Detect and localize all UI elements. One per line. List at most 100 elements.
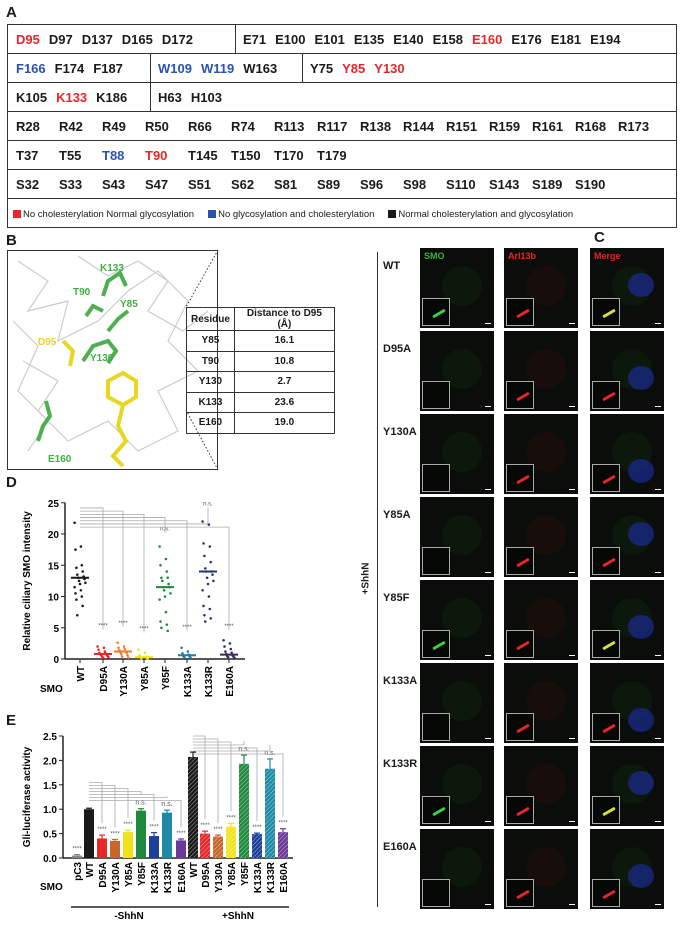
cilium [602,391,616,402]
residue-table: D95 D97 D137 D165 D172 E71 E100 E101 E135 E140 E15… [7,24,677,228]
label-e160: E160 [48,454,72,465]
micrograph [420,497,494,577]
e160-stick [36,400,53,442]
luciferase-chart: 0.0 0.5 1.0 1.5 2.0 2.5 Gli-luciferase activit… [22,732,293,922]
data-point [202,604,205,608]
data-point [208,607,212,611]
x-tick-label: D95A [99,666,110,692]
x-tick-label: Y130A [214,862,225,893]
residue: S32 [16,176,40,192]
table-row: F166 F174 F187 W109 W119 W163 Y75 Y85 Y130 [8,54,676,83]
data-point [81,604,84,608]
residue-cell: K133 [186,391,235,413]
y-tick-label: 0 [53,655,59,666]
backbone-trace [17,260,200,452]
significance-label: **** [139,627,149,633]
nucleus [628,273,654,297]
inset-zoom [422,381,450,409]
data-point [76,573,79,576]
data-point [164,557,168,561]
data-point [205,576,209,580]
bar-hatch [239,763,249,858]
scale-bar [569,655,575,656]
y-tick-label: 2.5 [43,732,57,743]
residue: R113 [274,118,305,134]
micrograph [420,746,494,826]
residue-cell: F166 F174 F187 [16,54,132,82]
micrograph [420,331,494,411]
label-k133: K133 [100,263,124,274]
data-point [161,579,164,583]
residue: E160 [472,31,503,47]
residue: T145 [188,147,218,163]
residue-cell: Y85 [186,330,235,352]
bar [97,838,107,858]
residue: F166 [16,60,46,76]
significance-label: **** [149,825,159,831]
residue: F174 [54,60,85,76]
data-point [169,592,172,595]
significance-bracket [193,741,245,746]
significance-label: n.s. [264,750,275,757]
label-d95: D95 [38,337,57,348]
table-row: E160 19.0 [186,412,335,434]
condition-label: D95A [383,343,412,355]
data-point [204,620,207,623]
x-tick-label: K133R [266,861,277,893]
inset-zoom [422,464,450,492]
residue-cell: T37 T55 T88 T90 T145 T150 T170 T179 [16,141,360,169]
legend-swatch [13,209,21,218]
residue: E135 [353,31,385,47]
y-tick-label: 0.5 [43,830,57,841]
micrograph [504,746,578,826]
significance-bracket [89,796,168,798]
micrograph [504,497,578,577]
legend-swatch [208,209,217,218]
significance-label: n.s. [238,746,249,753]
data-point [229,647,233,651]
data-point [116,641,119,645]
residue: E158 [432,31,464,47]
scale-bar [569,323,575,324]
micrograph [420,663,494,743]
inset-zoom [592,796,620,824]
data-point [211,573,214,576]
significance-label: **** [278,821,288,827]
residue: K186 [96,89,128,105]
scale-bar [485,904,491,905]
data-point [224,650,227,653]
scale-bar [485,738,491,739]
cilium [516,557,530,568]
residue-cell: K105 K133 K186 [16,83,136,111]
t90-stick [84,303,104,318]
residue: R74 [231,118,255,134]
data-point [84,581,87,585]
legend-item: Normal cholesterylation and glycosylatio… [388,209,573,220]
cilium [602,889,616,900]
x-tick-label: Y85F [137,862,148,886]
cilium [602,723,616,734]
bar [162,812,172,858]
table-row: S32 S33 S43 S47 S51 S62 S81 S89 S96 S98 S110 S143 S1… [8,170,676,199]
data-point [166,629,169,633]
backbone-trace [77,255,209,332]
data-point [117,646,120,650]
residue: E101 [314,31,345,47]
data-point [189,656,192,660]
cilium [602,640,616,651]
data-point [165,570,169,573]
x-tick-label: Y85A [140,666,151,691]
y-tick-label: 5 [53,624,59,635]
bar-hatch [252,834,262,858]
data-point [207,523,211,526]
data-point [79,588,83,592]
x-tick-label: Y130A [111,862,122,893]
significance-bracket [89,784,116,828]
nucleus [628,864,654,888]
data-point [183,655,186,659]
data-point [226,655,230,659]
inset-zoom [592,464,620,492]
significance-label: n.s. [203,502,213,508]
bar [84,809,94,858]
residue-cell: H63 H103 [158,83,231,111]
